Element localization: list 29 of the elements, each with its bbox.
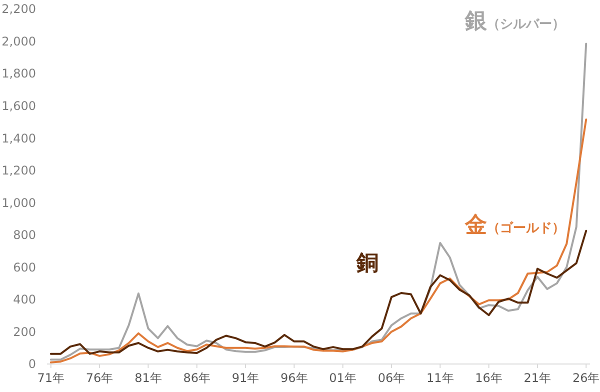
x-tick-label: 11年 [426, 371, 454, 385]
line-series [50, 42, 588, 361]
y-tick-label: 400 [13, 292, 36, 307]
line-series [50, 118, 588, 364]
x-tick-label: 86年 [183, 371, 210, 385]
y-tick-label: 1,000 [2, 196, 36, 210]
x-tick-label: 21年 [524, 371, 552, 385]
x-tick-label: 06年 [378, 371, 406, 385]
x-tick-label: 96年 [280, 371, 308, 385]
x-tick-label: 71年 [37, 371, 65, 385]
x-tick-label: 26年 [572, 371, 600, 385]
y-tick-label: 2,000 [2, 34, 36, 48]
y-tick-label: 1,400 [2, 131, 36, 146]
y-tick-label: 1,600 [2, 99, 36, 114]
x-tick-label: 76年 [86, 371, 114, 385]
x-tick-label: 01年 [329, 371, 356, 385]
x-tick-label: 81年 [134, 371, 162, 385]
y-tick-label: 800 [13, 228, 36, 242]
series-label: 銀（シルバー） [464, 9, 566, 34]
y-tick-label: 1,200 [2, 164, 36, 178]
y-tick-label: 200 [13, 324, 36, 339]
y-tick-label: 0 [28, 357, 36, 372]
series-label: 金（ゴールド） [464, 213, 566, 238]
y-tick-label: 2,200 [2, 2, 36, 16]
x-tick-label: 16年 [475, 371, 502, 385]
y-tick-label: 1,800 [2, 66, 36, 81]
series-label: 銅 [356, 251, 379, 276]
x-tick-label: 91年 [232, 371, 260, 385]
y-tick-label: 600 [13, 260, 36, 274]
